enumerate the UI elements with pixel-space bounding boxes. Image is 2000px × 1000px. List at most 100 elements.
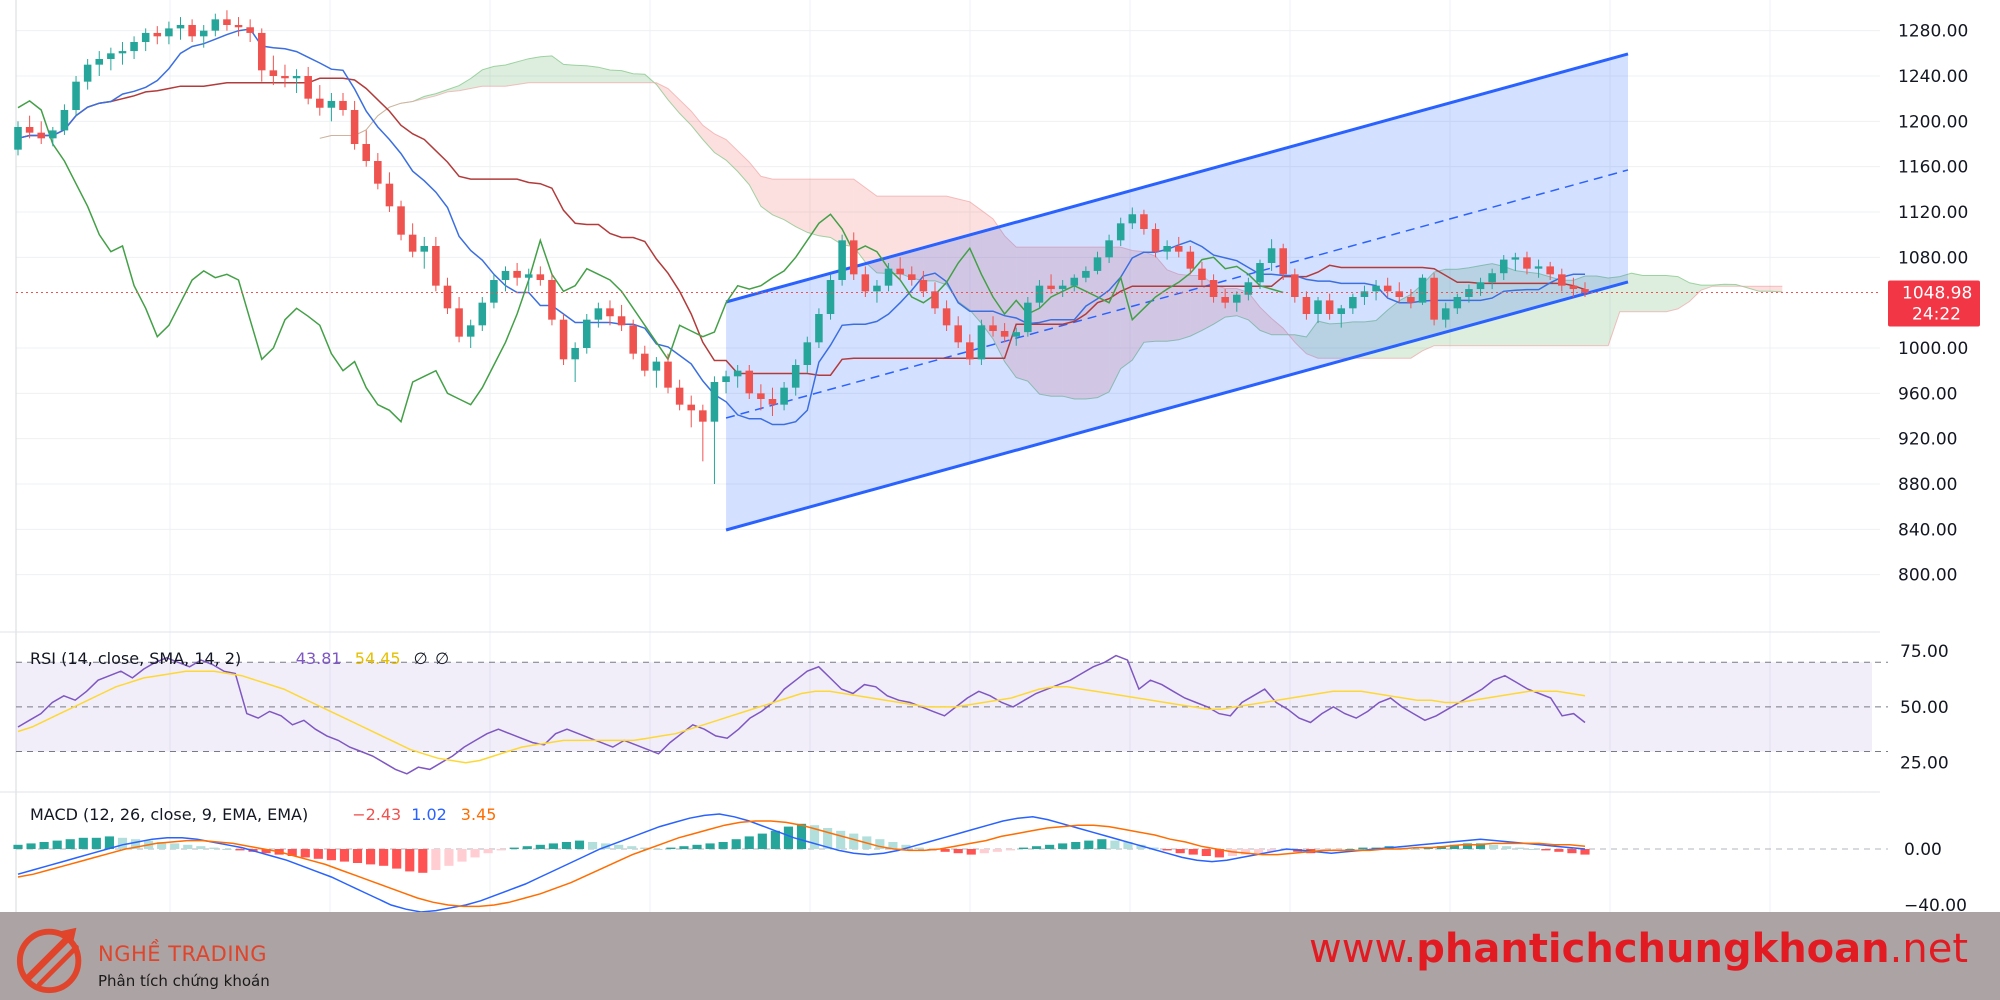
price-tick-label: 960.00 [1898, 384, 1957, 404]
macd-histogram-bar [705, 843, 715, 849]
candle-body [1511, 257, 1520, 260]
cloud-segment [981, 210, 994, 339]
macd-histogram-bar [1110, 840, 1120, 849]
macd-histogram-bar [757, 833, 767, 849]
cloud-segment [1085, 247, 1098, 399]
cloud-segment [1178, 274, 1191, 340]
macd-histogram-bar [640, 847, 650, 849]
candle-body [1140, 214, 1148, 229]
macd-histogram-bar [1240, 849, 1251, 855]
website-domain: phantichchungkhoan [1416, 926, 1890, 972]
cloud-segment [447, 85, 460, 92]
candle-body [791, 365, 800, 388]
macd-histogram-bar [888, 842, 898, 849]
price-tick-label: 1200.00 [1898, 112, 1968, 132]
macd-histogram-bar [666, 847, 676, 849]
price-tick-label: 1240.00 [1898, 67, 1968, 87]
macd-histogram-bar [287, 849, 297, 856]
macd-histogram-bar [1449, 844, 1459, 849]
macd-histogram-bar [418, 849, 428, 873]
candle-body [861, 274, 870, 292]
candle-body [49, 130, 57, 139]
candle-body [1383, 285, 1392, 292]
cloud-segment [1341, 321, 1353, 359]
candle-body [1581, 289, 1589, 293]
rsi-legend-name: RSI (14, close, SMA, 14, 2) [30, 649, 241, 668]
rsi-tick-label: 50.00 [1900, 698, 1949, 718]
macd-histogram-bar [809, 825, 820, 849]
cloud-segment [772, 179, 785, 220]
macd-histogram-bar [1136, 844, 1146, 849]
macd-histogram-bar [1149, 847, 1159, 849]
cloud-segment [1259, 307, 1272, 335]
macd-line [17, 813, 1586, 913]
candle-body [1558, 274, 1566, 286]
macd-histogram-bar [326, 849, 336, 861]
candle-body [25, 127, 34, 133]
candle-body [1163, 246, 1171, 252]
cloud-segment [609, 70, 622, 83]
macd-histogram-bar [744, 836, 754, 849]
cloud-segment [1666, 275, 1678, 312]
website-link[interactable]: www.phantichchungkhoan.net [1309, 926, 1968, 972]
candle-body [1349, 297, 1357, 309]
cloud-segment [1352, 321, 1365, 359]
candle-body [815, 314, 823, 343]
macd-histogram-bar [587, 842, 598, 849]
channel-median-line [725, 169, 1629, 419]
macd-histogram-bar [26, 843, 36, 849]
macd-histogram-bar [823, 828, 833, 849]
nghe-trading-logo-icon [16, 927, 82, 994]
macd-histogram-bar [1188, 849, 1198, 855]
candle-body [536, 274, 545, 280]
macd-histogram-bar [366, 849, 376, 865]
candle-body [1105, 240, 1113, 258]
candle-body [1186, 251, 1195, 269]
macd-histogram-bar [1045, 844, 1055, 849]
candle-body [1302, 297, 1311, 314]
candle-body [1209, 280, 1218, 297]
candle-body [548, 280, 556, 320]
macd-histogram-bar [992, 849, 1002, 852]
cloud-segment [1654, 275, 1667, 312]
candle-body [907, 274, 916, 280]
candle-body [304, 76, 312, 99]
candle-body [141, 32, 150, 42]
macd-histogram-bar [457, 849, 467, 862]
macd-histogram-bar [783, 826, 794, 849]
macd-histogram-bar [574, 840, 585, 849]
macd-histogram-bar [1567, 849, 1577, 854]
macd-histogram-bar [261, 849, 271, 854]
macd-histogram-bar [170, 843, 180, 849]
cloud-segment [807, 179, 819, 236]
candle-body [1256, 263, 1264, 283]
price-tick-label: 1000.00 [1898, 339, 1968, 359]
macd-histogram-bar [470, 849, 480, 858]
macd-histogram-bar [1071, 842, 1081, 849]
candle-body [757, 393, 765, 399]
cloud-segment [1689, 282, 1702, 302]
channel-fill [726, 53, 1628, 530]
candle-body [1128, 214, 1137, 224]
cloud-segment [633, 73, 645, 83]
rsi-legend-value: 43.81 [296, 649, 342, 668]
candle-body [780, 387, 788, 405]
candle-body [176, 25, 185, 29]
macd-histogram-bar [1502, 846, 1512, 849]
candle-body [1093, 257, 1102, 271]
macd-histogram-bar [966, 849, 976, 855]
cloud-segment [424, 93, 436, 99]
cloud-segment [1596, 276, 1609, 346]
macd-histogram-bar [392, 849, 402, 869]
cloud-segment [517, 58, 529, 85]
cloud-segment [575, 65, 587, 83]
candle-body [1000, 331, 1009, 337]
candle-body [1395, 291, 1404, 297]
candle-body [710, 382, 719, 422]
candle-body [211, 19, 220, 31]
website-prefix: www. [1309, 926, 1417, 972]
macd-histogram-bar [940, 849, 950, 852]
macd-panel: 0.00 −40.00 MACD (12, 26, close, 9, EMA, E… [13, 805, 1967, 916]
candle-body [664, 361, 672, 388]
